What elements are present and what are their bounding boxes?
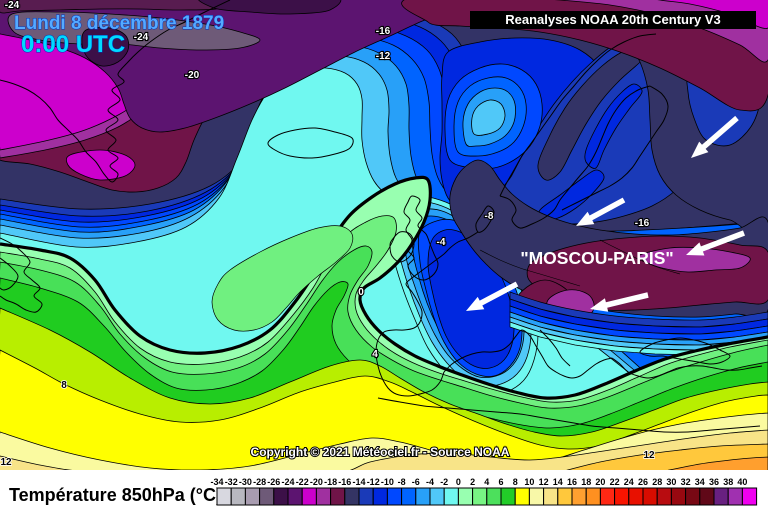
svg-text:-24: -24 bbox=[134, 32, 149, 43]
svg-text:6: 6 bbox=[498, 477, 503, 487]
svg-text:Reanalyses NOAA 20th Century V: Reanalyses NOAA 20th Century V3 bbox=[505, 12, 721, 27]
svg-text:10: 10 bbox=[524, 477, 534, 487]
svg-text:-8: -8 bbox=[485, 211, 494, 222]
svg-text:-16: -16 bbox=[338, 477, 351, 487]
svg-text:-20: -20 bbox=[185, 70, 200, 81]
svg-text:4: 4 bbox=[372, 349, 378, 360]
svg-text:2: 2 bbox=[470, 477, 475, 487]
svg-text:"MOSCOU-PARIS": "MOSCOU-PARIS" bbox=[520, 248, 673, 268]
svg-text:-32: -32 bbox=[225, 477, 238, 487]
svg-text:14: 14 bbox=[553, 477, 563, 487]
svg-text:16: 16 bbox=[567, 477, 577, 487]
svg-text:0: 0 bbox=[456, 477, 461, 487]
svg-text:-30: -30 bbox=[239, 477, 252, 487]
svg-text:36: 36 bbox=[709, 477, 719, 487]
svg-text:26: 26 bbox=[638, 477, 648, 487]
svg-text:8: 8 bbox=[61, 380, 67, 391]
svg-text:-24: -24 bbox=[281, 477, 294, 487]
svg-text:12: 12 bbox=[539, 477, 549, 487]
svg-text:18: 18 bbox=[581, 477, 591, 487]
svg-text:-2: -2 bbox=[440, 477, 448, 487]
svg-text:4: 4 bbox=[484, 477, 489, 487]
svg-text:-22: -22 bbox=[296, 477, 309, 487]
svg-text:-20: -20 bbox=[310, 477, 323, 487]
svg-text:20: 20 bbox=[595, 477, 605, 487]
svg-text:0: 0 bbox=[358, 287, 364, 298]
svg-text:-12: -12 bbox=[367, 477, 380, 487]
svg-text:-6: -6 bbox=[412, 477, 420, 487]
svg-text:-26: -26 bbox=[267, 477, 280, 487]
svg-text:-4: -4 bbox=[437, 237, 446, 248]
svg-text:24: 24 bbox=[624, 477, 634, 487]
svg-text:-16: -16 bbox=[635, 218, 650, 229]
svg-text:Lundi 8 décembre 1879: Lundi 8 décembre 1879 bbox=[14, 13, 224, 34]
svg-text:-24: -24 bbox=[5, 0, 20, 11]
svg-text:22: 22 bbox=[610, 477, 620, 487]
svg-text:12: 12 bbox=[0, 457, 12, 468]
svg-text:28: 28 bbox=[652, 477, 662, 487]
svg-text:-34: -34 bbox=[210, 477, 223, 487]
svg-text:-4: -4 bbox=[426, 477, 434, 487]
svg-text:38: 38 bbox=[723, 477, 733, 487]
svg-text:30: 30 bbox=[666, 477, 676, 487]
svg-text:0:00 UTC: 0:00 UTC bbox=[21, 31, 125, 58]
svg-text:-18: -18 bbox=[324, 477, 337, 487]
svg-text:-16: -16 bbox=[376, 26, 391, 37]
svg-text:34: 34 bbox=[695, 477, 705, 487]
svg-text:Température 850hPa (°C): Température 850hPa (°C) bbox=[9, 485, 222, 505]
svg-text:-14: -14 bbox=[352, 477, 365, 487]
svg-text:Copyright © 2021 Météociel.fr: Copyright © 2021 Météociel.fr - Source N… bbox=[251, 445, 510, 459]
svg-text:8: 8 bbox=[513, 477, 518, 487]
svg-text:-8: -8 bbox=[398, 477, 406, 487]
svg-text:-28: -28 bbox=[253, 477, 266, 487]
svg-text:-10: -10 bbox=[381, 477, 394, 487]
svg-text:40: 40 bbox=[737, 477, 747, 487]
svg-text:-12: -12 bbox=[376, 51, 391, 62]
svg-text:32: 32 bbox=[681, 477, 691, 487]
svg-text:12: 12 bbox=[643, 450, 655, 461]
